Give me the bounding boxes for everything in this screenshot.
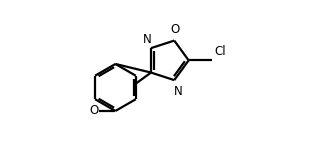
Text: O: O xyxy=(89,104,98,118)
Text: N: N xyxy=(174,85,183,98)
Text: Cl: Cl xyxy=(215,45,226,58)
Text: O: O xyxy=(171,22,180,35)
Text: N: N xyxy=(143,33,151,46)
